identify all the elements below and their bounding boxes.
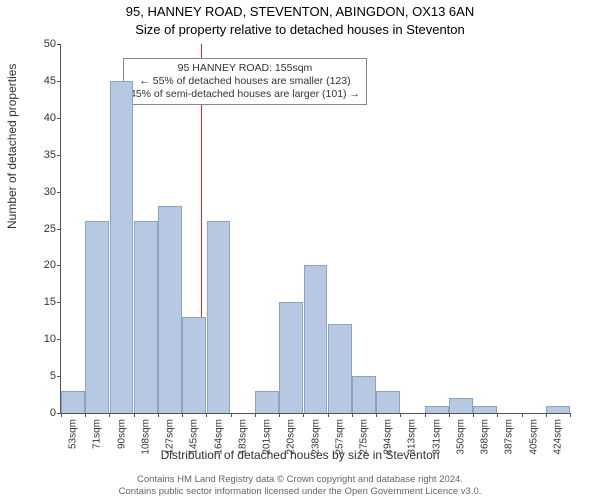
histogram-bar — [182, 317, 206, 413]
x-tick — [255, 413, 256, 417]
x-tick — [134, 413, 135, 417]
y-tick — [57, 44, 61, 45]
histogram-bar — [207, 221, 231, 413]
plot-area: 95 HANNEY ROAD: 155sqm ← 55% of detached… — [60, 44, 570, 414]
histogram-bar — [304, 265, 328, 413]
footer: Contains HM Land Registry data © Crown c… — [0, 474, 600, 498]
title-subtitle: Size of property relative to detached ho… — [0, 22, 600, 37]
x-tick — [449, 413, 450, 417]
y-tick — [57, 265, 61, 266]
y-tick — [57, 339, 61, 340]
y-tick-label: 10 — [26, 333, 56, 345]
x-tick — [400, 413, 401, 417]
x-tick — [182, 413, 183, 417]
histogram-bar — [279, 302, 303, 413]
y-tick — [57, 81, 61, 82]
x-tick — [206, 413, 207, 417]
x-tick — [352, 413, 353, 417]
histogram-bar — [158, 206, 182, 413]
y-tick — [57, 155, 61, 156]
x-tick — [546, 413, 547, 417]
y-tick-label: 0 — [26, 407, 56, 419]
x-tick — [497, 413, 498, 417]
annotation-box: 95 HANNEY ROAD: 155sqm ← 55% of detached… — [123, 58, 367, 105]
histogram-bar — [376, 391, 400, 413]
x-tick — [61, 413, 62, 417]
x-tick — [328, 413, 329, 417]
y-tick — [57, 229, 61, 230]
x-tick — [522, 413, 523, 417]
x-tick — [109, 413, 110, 417]
x-tick — [158, 413, 159, 417]
x-tick — [425, 413, 426, 417]
histogram-bar — [425, 406, 449, 413]
y-tick-label: 45 — [26, 75, 56, 87]
x-tick — [376, 413, 377, 417]
histogram-bar — [328, 324, 352, 413]
x-axis-label: Distribution of detached houses by size … — [0, 448, 600, 462]
x-tick — [570, 413, 571, 417]
chart-container: 95, HANNEY ROAD, STEVENTON, ABINGDON, OX… — [0, 0, 600, 500]
x-tick-label: 53sqm — [68, 419, 79, 449]
y-tick — [57, 302, 61, 303]
y-tick — [57, 118, 61, 119]
annotation-line2: ← 55% of detached houses are smaller (12… — [130, 75, 360, 88]
histogram-bar — [352, 376, 376, 413]
y-tick-label: 50 — [26, 38, 56, 50]
y-tick-label: 25 — [26, 223, 56, 235]
y-tick-label: 20 — [26, 259, 56, 271]
histogram-bar — [255, 391, 279, 413]
title-address: 95, HANNEY ROAD, STEVENTON, ABINGDON, OX… — [0, 4, 600, 19]
histogram-bar — [61, 391, 85, 413]
annotation-line1: 95 HANNEY ROAD: 155sqm — [130, 62, 360, 75]
x-tick — [473, 413, 474, 417]
y-tick-label: 40 — [26, 112, 56, 124]
y-tick — [57, 192, 61, 193]
y-tick-label: 30 — [26, 186, 56, 198]
y-tick — [57, 376, 61, 377]
histogram-bar — [134, 221, 158, 413]
histogram-bar — [473, 406, 497, 413]
x-tick — [85, 413, 86, 417]
x-tick-label: 71sqm — [92, 419, 103, 449]
x-tick — [303, 413, 304, 417]
x-tick — [279, 413, 280, 417]
histogram-bar — [449, 398, 473, 413]
histogram-bar — [110, 81, 134, 413]
y-tick-label: 35 — [26, 149, 56, 161]
histogram-bar — [546, 406, 570, 413]
x-tick — [231, 413, 232, 417]
histogram-bar — [85, 221, 109, 413]
y-axis-label: Number of detached properties — [5, 64, 19, 229]
y-tick-label: 5 — [26, 370, 56, 382]
annotation-line3: 45% of semi-detached houses are larger (… — [130, 88, 360, 101]
footer-line2: Contains public sector information licen… — [0, 486, 600, 498]
y-tick-label: 15 — [26, 296, 56, 308]
footer-line1: Contains HM Land Registry data © Crown c… — [0, 474, 600, 486]
x-tick-label: 90sqm — [116, 419, 127, 449]
